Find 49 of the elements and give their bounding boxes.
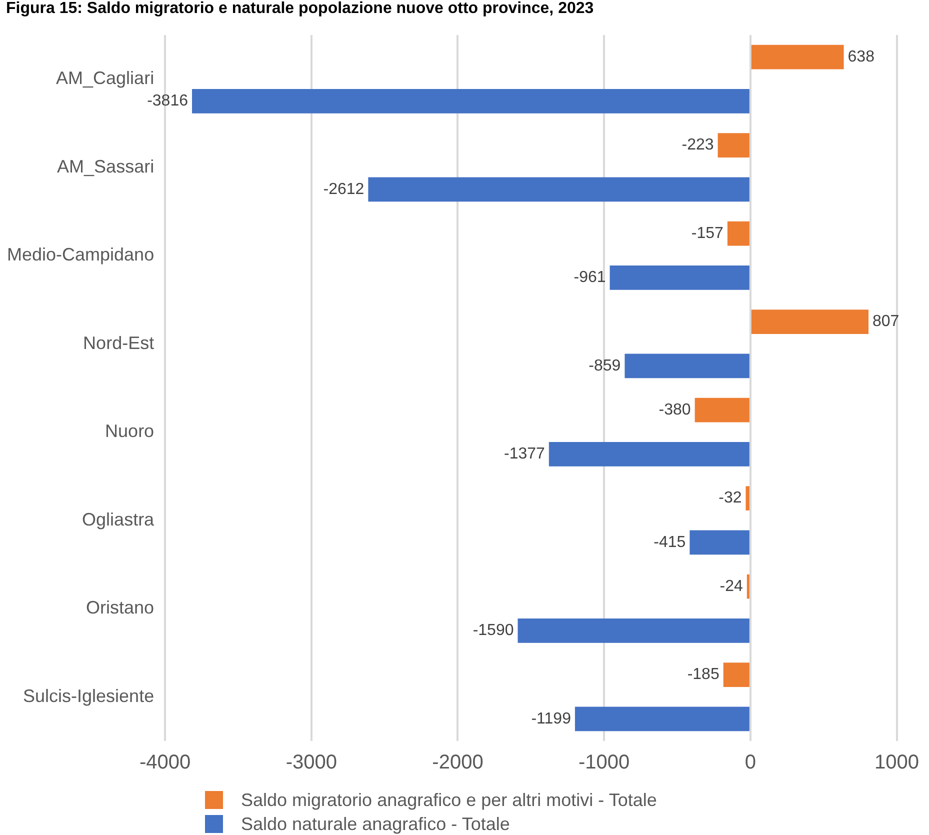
data-label: -223 [682,136,714,154]
bar [718,133,750,158]
data-label: -380 [658,401,691,418]
data-label: -2612 [323,180,364,198]
x-tick-label: -3000 [286,752,337,774]
data-label: -24 [720,578,744,595]
y-tick-label: Medio-Campidano [7,244,154,265]
data-label: 638 [848,48,875,66]
y-tick-label: Ogliastra [82,509,156,530]
bar [624,354,750,378]
data-label: -1590 [472,622,514,640]
data-label: -415 [654,534,686,551]
y-tick-label: Nord-Est [83,332,154,353]
bar [751,310,869,334]
bar [694,398,750,422]
x-tick-label: 1000 [874,752,920,774]
legend-label: Saldo migratorio anagrafico e per altri motivi - Totale [241,790,657,810]
legend-label: Saldo naturale anagrafico - Totale [241,814,510,834]
x-tick-label: -4000 [140,752,191,774]
data-label: -185 [687,666,720,684]
y-tick-label: AM_Sassari [57,156,154,176]
bar [746,486,750,510]
y-tick-label: Oristano [86,598,154,618]
data-label: -1377 [504,446,546,463]
data-label: -3816 [147,92,188,110]
bar [368,177,750,202]
bar [751,44,844,70]
bar [518,618,750,643]
bar [746,574,750,599]
data-label: -157 [691,224,724,242]
data-label: -1199 [531,710,572,728]
bar [723,662,750,687]
chart-title: Figura 15: Saldo migratorio e naturale popolazione nuove otto province, 2023 [6,0,594,18]
y-tick-label: Sulcis-Iglesiente [23,686,154,706]
y-tick-label: AM_Cagliari [56,68,154,88]
x-tick-label: -2000 [432,752,484,774]
bar [727,221,750,246]
data-label: -961 [574,269,606,286]
bar [548,442,750,466]
y-tick-label: Nuoro [105,421,154,442]
data-label: 807 [872,313,900,330]
bar [610,266,750,290]
bar [192,89,750,114]
data-label: -859 [588,357,621,374]
data-label: -32 [718,490,742,507]
bar [574,706,750,732]
x-tick-label: 0 [744,752,756,774]
x-tick-label: -1000 [578,752,630,774]
bar [690,530,750,555]
